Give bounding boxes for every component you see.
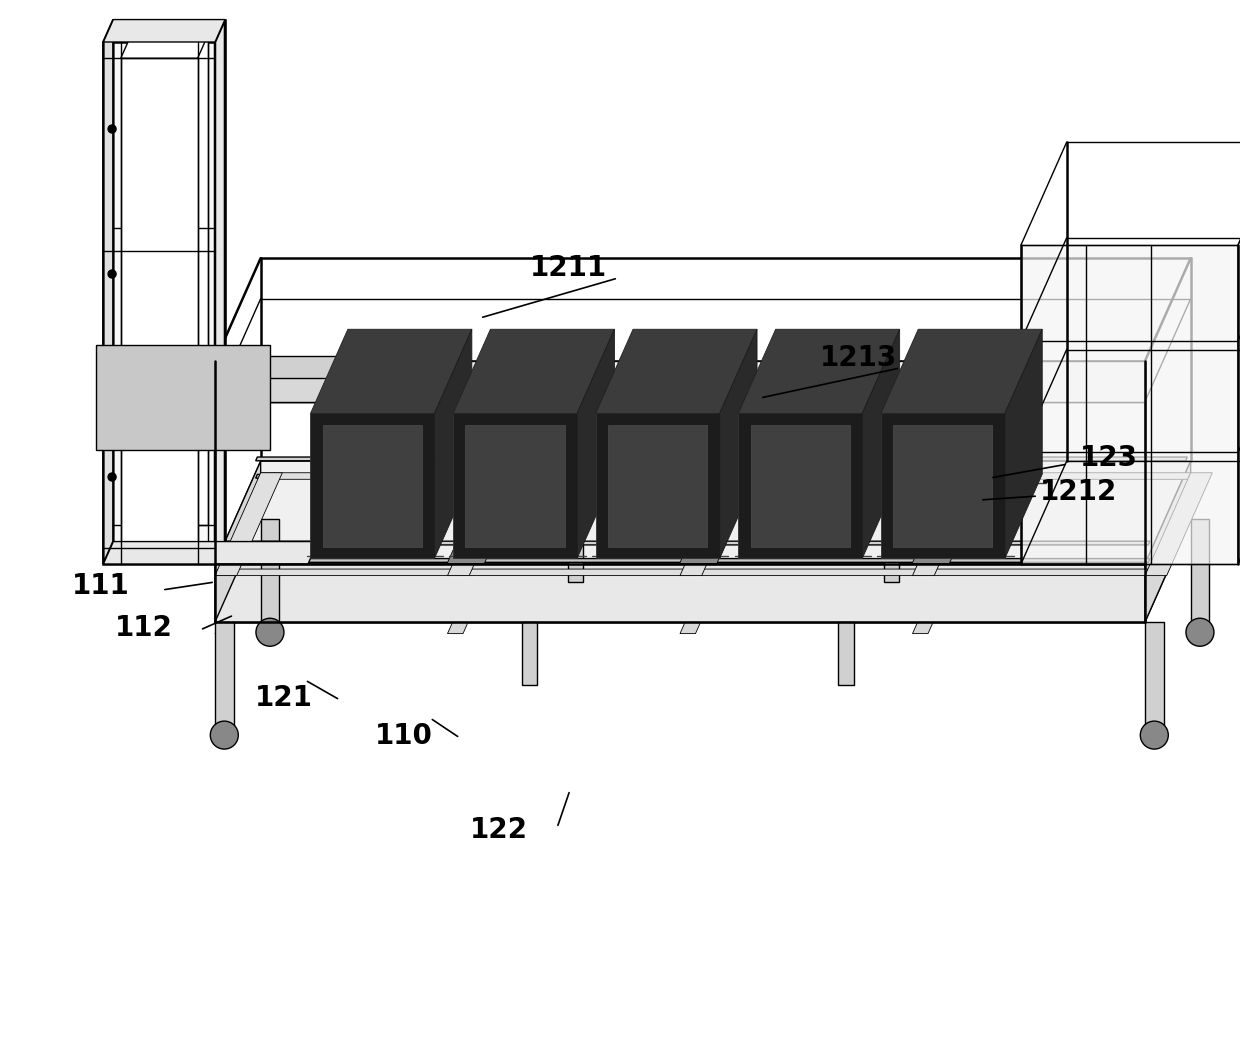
Polygon shape [120, 35, 207, 58]
Polygon shape [310, 329, 472, 413]
Polygon shape [680, 473, 748, 575]
Polygon shape [97, 346, 270, 450]
Polygon shape [742, 467, 797, 570]
Polygon shape [215, 530, 277, 634]
Polygon shape [608, 425, 707, 547]
Text: 1213: 1213 [820, 345, 898, 372]
Polygon shape [215, 622, 233, 727]
Polygon shape [103, 378, 339, 402]
Polygon shape [738, 329, 900, 413]
Polygon shape [913, 543, 959, 564]
Circle shape [1141, 721, 1168, 750]
Polygon shape [258, 473, 1190, 479]
Polygon shape [255, 474, 1188, 478]
Polygon shape [215, 361, 1145, 402]
Polygon shape [862, 329, 900, 559]
Polygon shape [1004, 329, 1043, 559]
Polygon shape [113, 20, 224, 542]
Polygon shape [215, 564, 1145, 622]
Polygon shape [1145, 622, 1163, 727]
Polygon shape [215, 473, 283, 575]
Polygon shape [453, 329, 615, 413]
Circle shape [108, 386, 117, 394]
Polygon shape [884, 519, 899, 582]
Circle shape [1185, 618, 1214, 646]
Text: 1212: 1212 [1040, 478, 1117, 506]
Circle shape [108, 473, 117, 481]
Polygon shape [680, 543, 725, 564]
Polygon shape [913, 473, 980, 575]
Polygon shape [880, 413, 1004, 559]
Circle shape [211, 721, 238, 750]
Polygon shape [649, 467, 704, 570]
Polygon shape [577, 329, 615, 559]
Polygon shape [1114, 467, 1169, 570]
Polygon shape [1021, 245, 1238, 564]
Polygon shape [260, 519, 279, 623]
Text: 112: 112 [115, 614, 172, 642]
Polygon shape [103, 542, 317, 564]
Polygon shape [218, 541, 1149, 545]
Polygon shape [448, 543, 494, 564]
Polygon shape [1021, 467, 1076, 570]
Polygon shape [1145, 461, 1190, 622]
Polygon shape [103, 20, 224, 42]
Polygon shape [680, 530, 742, 634]
Polygon shape [448, 473, 515, 575]
Text: 121: 121 [255, 684, 312, 712]
Polygon shape [838, 622, 853, 685]
Text: 123: 123 [1080, 444, 1138, 472]
Polygon shape [750, 425, 849, 547]
Text: 110: 110 [374, 722, 433, 750]
Polygon shape [113, 356, 348, 379]
Polygon shape [556, 467, 611, 570]
Polygon shape [1145, 473, 1213, 575]
Polygon shape [103, 42, 215, 564]
Polygon shape [310, 413, 434, 559]
Polygon shape [370, 467, 425, 570]
Polygon shape [880, 329, 1043, 413]
Polygon shape [738, 413, 862, 559]
Polygon shape [595, 413, 719, 559]
Polygon shape [1238, 142, 1240, 564]
Circle shape [108, 125, 117, 133]
Polygon shape [434, 329, 472, 559]
Text: 122: 122 [470, 816, 528, 844]
Polygon shape [568, 519, 583, 582]
Polygon shape [595, 329, 758, 413]
Polygon shape [215, 461, 260, 622]
Polygon shape [218, 559, 1149, 563]
Polygon shape [103, 20, 113, 564]
Polygon shape [463, 467, 518, 570]
Polygon shape [928, 467, 983, 570]
Polygon shape [120, 58, 197, 548]
Polygon shape [453, 413, 577, 559]
Polygon shape [215, 461, 1190, 564]
Polygon shape [465, 425, 564, 547]
Polygon shape [1190, 519, 1209, 623]
Polygon shape [255, 457, 1188, 460]
Text: 1211: 1211 [529, 254, 608, 282]
Polygon shape [277, 467, 332, 570]
Circle shape [108, 270, 117, 278]
Text: 111: 111 [72, 572, 130, 600]
Polygon shape [448, 530, 508, 634]
Polygon shape [719, 329, 758, 559]
Polygon shape [893, 425, 992, 547]
Polygon shape [322, 425, 422, 547]
Polygon shape [130, 35, 207, 525]
Polygon shape [913, 530, 973, 634]
Polygon shape [835, 467, 890, 570]
Polygon shape [522, 622, 537, 685]
Circle shape [255, 618, 284, 646]
Polygon shape [215, 569, 1148, 575]
Polygon shape [215, 20, 224, 564]
